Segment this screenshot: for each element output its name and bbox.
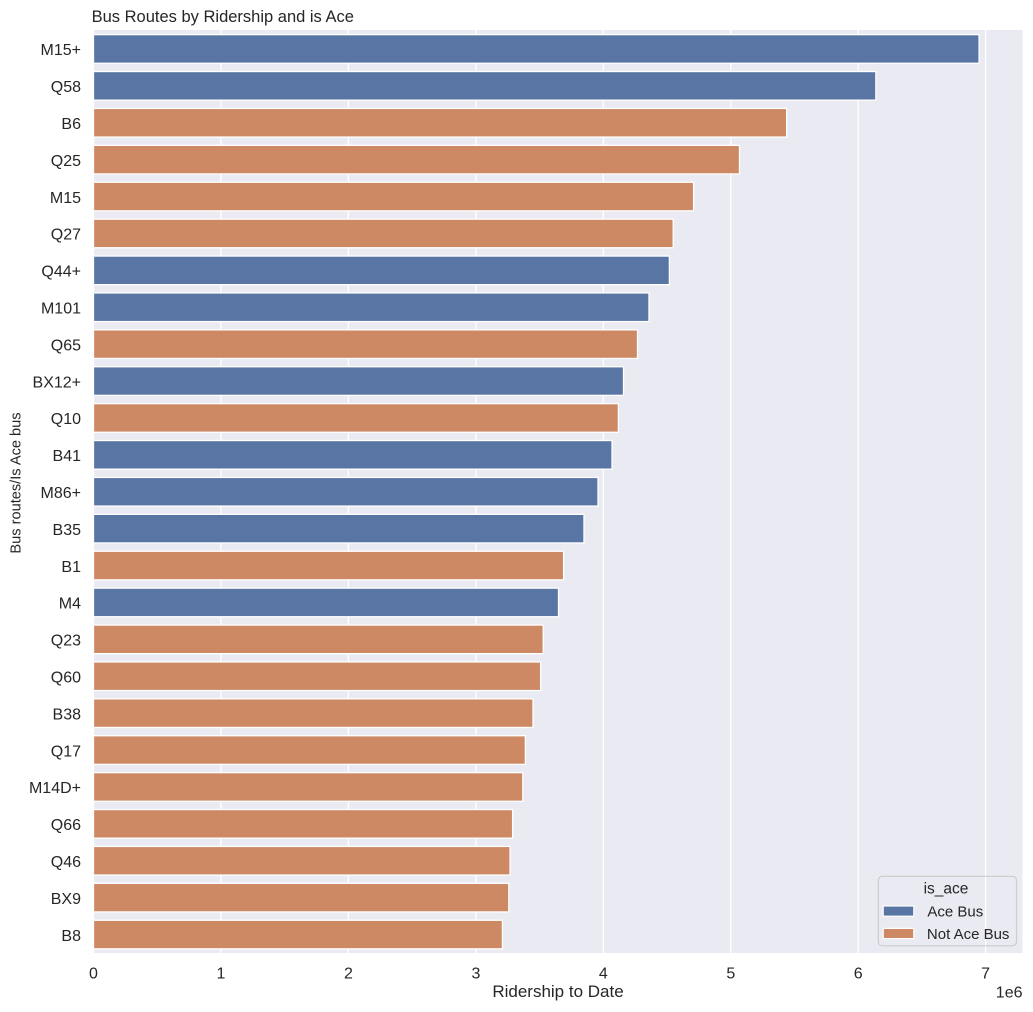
- svg-text:Q25: Q25: [51, 153, 81, 170]
- svg-text:Q44+: Q44+: [41, 264, 81, 281]
- svg-text:1: 1: [216, 965, 225, 982]
- svg-text:Q46: Q46: [51, 854, 81, 871]
- svg-text:1e6: 1e6: [996, 984, 1023, 1001]
- svg-text:6: 6: [854, 965, 863, 982]
- svg-text:Q65: Q65: [51, 337, 81, 354]
- svg-text:Q23: Q23: [51, 633, 81, 650]
- svg-text:3: 3: [471, 965, 480, 982]
- svg-text:2: 2: [344, 965, 353, 982]
- svg-text:Bus Routes by Ridership and is: Bus Routes by Ridership and is Ace: [92, 8, 354, 26]
- svg-text:Bus routes/Is Ace bus: Bus routes/Is Ace bus: [9, 412, 25, 553]
- svg-text:M15: M15: [50, 190, 81, 207]
- svg-text:B41: B41: [53, 448, 82, 465]
- svg-text:Ridership to Date: Ridership to Date: [492, 982, 623, 1001]
- svg-text:Q58: Q58: [51, 79, 81, 96]
- svg-text:4: 4: [599, 965, 608, 982]
- svg-text:BX9: BX9: [51, 891, 81, 908]
- svg-text:Q17: Q17: [51, 743, 81, 760]
- svg-text:Not Ace Bus: Not Ace Bus: [927, 926, 1010, 943]
- svg-text:is_ace: is_ace: [924, 880, 969, 897]
- svg-text:Q27: Q27: [51, 227, 81, 244]
- svg-text:B35: B35: [53, 522, 82, 539]
- svg-text:Ace Bus: Ace Bus: [927, 904, 983, 921]
- svg-text:M101: M101: [41, 300, 81, 317]
- svg-text:7: 7: [981, 965, 990, 982]
- svg-text:0: 0: [89, 965, 98, 982]
- svg-text:5: 5: [726, 965, 735, 982]
- svg-text:Q10: Q10: [51, 411, 81, 428]
- svg-text:M14D+: M14D+: [29, 780, 81, 797]
- svg-text:B38: B38: [53, 706, 82, 723]
- svg-text:M15+: M15+: [41, 42, 81, 59]
- svg-text:B8: B8: [61, 928, 81, 945]
- svg-text:B1: B1: [61, 559, 81, 576]
- svg-text:M4: M4: [59, 596, 81, 613]
- svg-text:Q60: Q60: [51, 669, 81, 686]
- svg-text:Q66: Q66: [51, 817, 81, 834]
- svg-text:BX12+: BX12+: [33, 374, 81, 391]
- svg-text:B6: B6: [61, 116, 81, 133]
- svg-text:M86+: M86+: [41, 485, 81, 502]
